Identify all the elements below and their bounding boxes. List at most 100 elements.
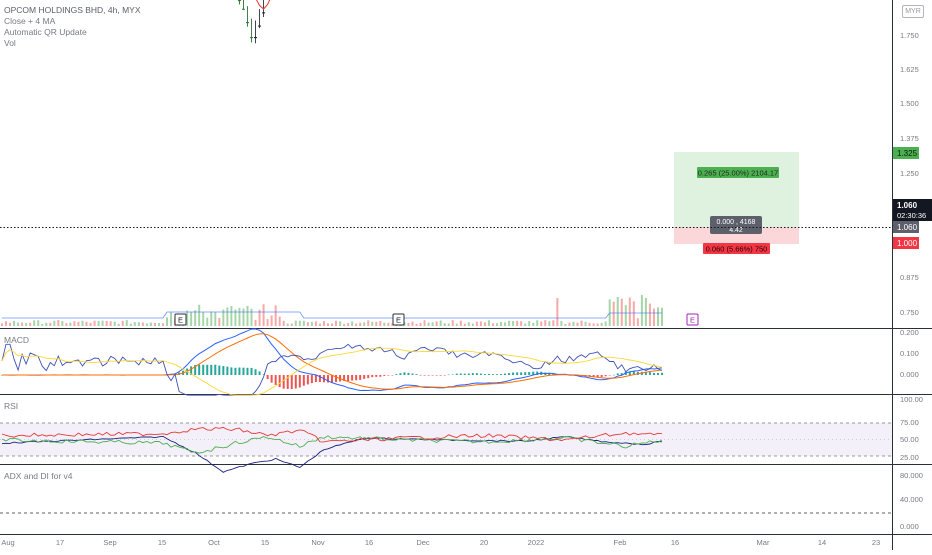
pane-title-macd[interactable]: MACD bbox=[4, 335, 29, 345]
macd-plot bbox=[1, 328, 663, 392]
target-price-tag[interactable] bbox=[893, 147, 919, 159]
volume-bar bbox=[206, 317, 209, 326]
macd-histogram-bar bbox=[391, 375, 394, 376]
adx-tick: 80.000 bbox=[900, 471, 923, 480]
macd-histogram-bar bbox=[367, 375, 370, 379]
position-risk-pill[interactable] bbox=[703, 243, 770, 254]
symbol-title[interactable]: OPCOM HOLDINGS BHD, 4h, MYX bbox=[4, 5, 141, 15]
position-center-label-1: 0.000 , 4168 bbox=[717, 219, 756, 226]
volume-bar bbox=[407, 322, 410, 326]
earnings-marker-upcoming[interactable]: E bbox=[686, 313, 699, 326]
macd-histogram-bar bbox=[359, 375, 362, 380]
macd-histogram-bar bbox=[371, 375, 374, 378]
volume-bar bbox=[540, 321, 543, 326]
position-profit-pill[interactable] bbox=[697, 167, 779, 178]
plus-di-line bbox=[1, 435, 663, 454]
candle-body bbox=[258, 25, 262, 27]
macd-histogram-bar bbox=[310, 375, 313, 384]
pane-title-adx[interactable]: ADX and DI for v4 bbox=[4, 471, 73, 481]
macd-histogram-bar bbox=[520, 372, 523, 375]
volume-bar bbox=[661, 307, 663, 326]
volume-bar bbox=[254, 319, 257, 326]
macd-histogram-bar bbox=[411, 373, 414, 375]
volume-bar bbox=[37, 320, 40, 326]
macd-histogram-bar bbox=[206, 364, 209, 375]
legend-indicator-vol[interactable]: Vol bbox=[4, 38, 16, 48]
price-tick: 1.750 bbox=[900, 31, 919, 40]
volume-bar bbox=[306, 322, 309, 326]
entry-price-tag[interactable] bbox=[893, 221, 919, 233]
volume-bar bbox=[447, 323, 450, 326]
currency-badge[interactable]: MYR bbox=[902, 5, 924, 18]
earnings-marker-sep[interactable]: E bbox=[174, 313, 187, 326]
candle-body bbox=[262, 12, 266, 14]
volume-bar bbox=[161, 323, 164, 326]
volume-bar bbox=[636, 318, 639, 326]
last-price-tag[interactable] bbox=[893, 199, 932, 221]
macd-histogram-bar bbox=[343, 375, 346, 381]
volume-bar bbox=[198, 304, 201, 326]
earnings-marker-nov[interactable]: E bbox=[392, 313, 405, 326]
volume-bar bbox=[170, 312, 173, 326]
volume-bar bbox=[475, 321, 478, 326]
volume-bar bbox=[479, 321, 482, 326]
volume-bar bbox=[210, 311, 213, 326]
macd-histogram-bar bbox=[379, 375, 382, 377]
volume-bar bbox=[560, 320, 563, 326]
volume-bar bbox=[238, 307, 241, 326]
macd-histogram-bar bbox=[612, 374, 615, 376]
macd-histogram-bar bbox=[656, 372, 659, 375]
volume-bar bbox=[133, 322, 136, 326]
macd-histogram-bar bbox=[423, 375, 426, 376]
volume-bar bbox=[588, 322, 591, 326]
macd-histogram-bar bbox=[459, 373, 462, 375]
svg-text:E: E bbox=[690, 316, 695, 325]
stop-price-tag[interactable] bbox=[893, 237, 919, 249]
macd-histogram-bar bbox=[504, 373, 507, 375]
macd-histogram-bar bbox=[632, 371, 635, 375]
time-axis-label: 16 bbox=[365, 538, 373, 547]
adx-tick: 40.000 bbox=[900, 495, 923, 504]
volume-bar bbox=[294, 320, 297, 326]
volume-bar bbox=[331, 323, 333, 326]
legend-indicator-qr[interactable]: Automatic QR Update bbox=[4, 27, 87, 37]
volume-bar bbox=[600, 322, 603, 326]
macd-histogram-bar bbox=[652, 372, 655, 375]
macd-histogram-bar bbox=[298, 375, 301, 388]
volume-bar bbox=[335, 320, 338, 326]
volume-bar bbox=[166, 317, 168, 326]
macd-histogram-bar bbox=[234, 367, 237, 375]
volume-bar bbox=[190, 311, 193, 326]
volume-bar bbox=[532, 322, 535, 326]
volume-bar bbox=[157, 323, 160, 326]
position-profit-zone[interactable] bbox=[674, 152, 799, 227]
volume-bar bbox=[351, 321, 354, 326]
position-center-box[interactable] bbox=[710, 216, 762, 234]
time-axis-label: 20 bbox=[480, 538, 488, 547]
volume-bar bbox=[45, 322, 48, 326]
volume-bar bbox=[471, 323, 474, 326]
position-loss-zone[interactable] bbox=[674, 227, 799, 244]
macd-histogram-bar bbox=[483, 374, 486, 375]
volume-bar bbox=[222, 309, 225, 326]
volume-bar bbox=[435, 321, 438, 326]
volume-bar bbox=[552, 320, 555, 326]
volume-bar bbox=[129, 323, 132, 326]
macd-histogram-bar bbox=[198, 364, 201, 375]
macd-histogram-bar bbox=[266, 375, 269, 380]
legend-indicator-ma[interactable]: Close + 4 MA bbox=[4, 16, 56, 26]
volume-bar bbox=[89, 322, 92, 326]
entry-price-label: 1.060 bbox=[897, 223, 918, 232]
adx-tick: 0.000 bbox=[900, 522, 919, 531]
rsi-tick: 50.00 bbox=[900, 435, 919, 444]
time-axis-label: 23 bbox=[872, 538, 880, 547]
rsi-tick: 25.00 bbox=[900, 453, 919, 462]
volume-bar bbox=[568, 322, 571, 326]
macd-histogram-bar bbox=[282, 375, 285, 389]
svg-text:E: E bbox=[396, 316, 401, 325]
volume-bar bbox=[117, 323, 120, 326]
pane-title-rsi[interactable]: RSI bbox=[4, 401, 18, 411]
price-candles[interactable] bbox=[1, 0, 664, 44]
